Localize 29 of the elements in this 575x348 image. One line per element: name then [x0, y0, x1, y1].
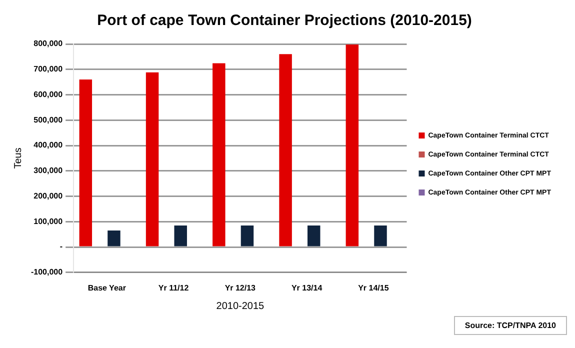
y-tick-label: 300,000	[34, 166, 64, 176]
y-tick-label: -100,000	[30, 268, 64, 277]
y-tick-label: 700,000	[34, 64, 64, 74]
source-note: Source: TCP/TNPA 2010	[454, 316, 567, 335]
bar	[146, 72, 159, 246]
y-tick-label: 100,000	[34, 216, 64, 226]
x-tick-label: Yr 13/14	[291, 283, 323, 292]
bar	[79, 80, 92, 246]
x-tick-label: Yr 12/13	[224, 283, 256, 292]
bar	[279, 54, 292, 246]
bar	[346, 44, 359, 246]
y-tick-label: 400,000	[34, 140, 64, 150]
y-axis-title: Teus	[12, 148, 24, 169]
chart-title: Port of cape Town Container Projections (2010-2015)	[97, 12, 472, 30]
y-tick-label: 800,000	[34, 39, 64, 48]
y-tick-label: 600,000	[34, 90, 64, 99]
bar	[240, 225, 254, 246]
bar	[308, 225, 320, 246]
x-axis-title: 2010-2015	[216, 300, 265, 312]
x-tick-label: Base Year	[88, 283, 126, 292]
x-tick-label: Yr 14/15	[358, 283, 390, 292]
y-tick-label: -	[60, 242, 63, 252]
y-tick-label: 200,000	[34, 191, 64, 200]
bar	[108, 230, 120, 246]
bar	[374, 225, 387, 246]
x-tick-label: Yr 11/12	[158, 283, 190, 292]
y-tick-label: 500,000	[34, 115, 64, 124]
bar	[212, 63, 226, 246]
bar	[174, 225, 187, 246]
